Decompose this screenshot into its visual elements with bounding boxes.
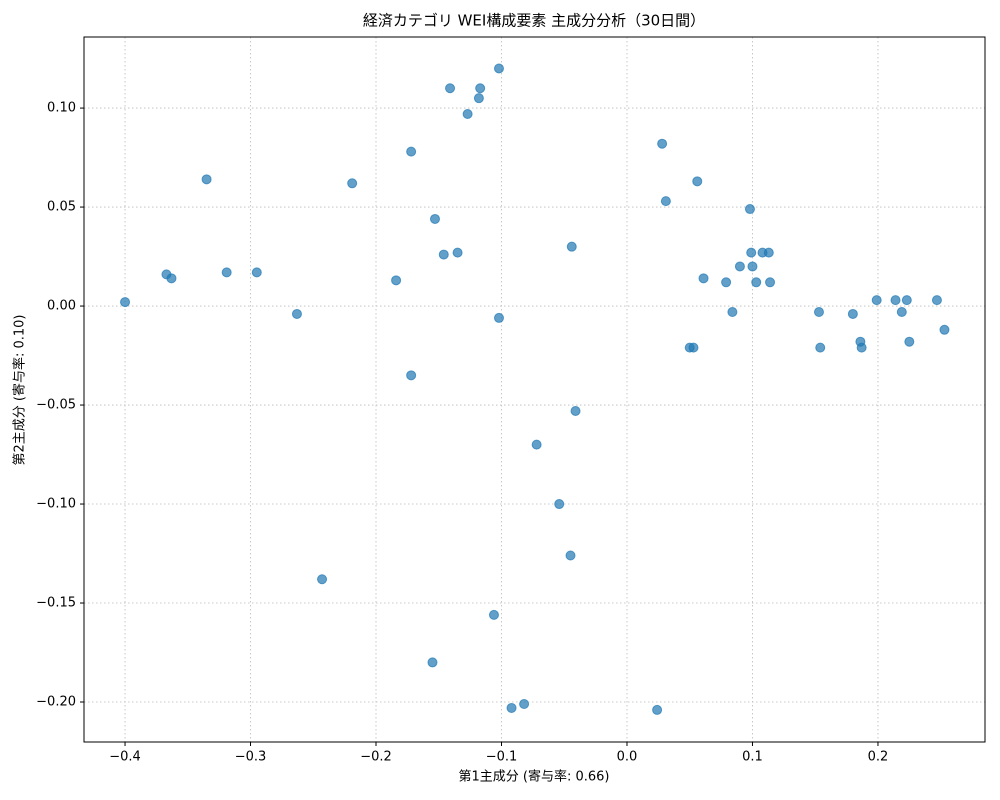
point [657,138,668,149]
x-tick-label: 0.2 [868,750,889,765]
point [438,249,449,260]
point [904,336,915,347]
point [347,178,358,189]
point [847,308,858,319]
y-tick-label: 0.00 [47,299,76,314]
point [291,308,302,319]
point [734,261,745,272]
point [531,439,542,450]
y-tick-label: −0.20 [36,695,76,710]
point [692,176,703,187]
point [698,273,709,284]
point [856,342,867,353]
x-tick-label: −0.4 [109,750,141,765]
plot-frame [83,36,986,743]
y-tick-label: 0.10 [47,101,76,116]
point [519,698,530,709]
point [493,63,504,74]
point [565,550,576,561]
point [901,295,912,306]
point [652,704,663,715]
y-tick-label: −0.15 [36,596,76,611]
point [721,277,732,288]
point [406,370,417,381]
point [475,83,486,94]
point [871,295,882,306]
x-axis-label: 第1主成分 (寄与率: 0.66) [458,769,609,785]
point [201,174,212,185]
point [427,657,438,668]
point [813,306,824,317]
point [493,312,504,323]
point [462,109,473,120]
y-tick-label: −0.10 [36,497,76,512]
point [166,273,177,284]
point [554,499,565,510]
point [751,277,762,288]
x-tick-label: −0.2 [360,750,392,765]
point [506,702,517,713]
point [896,306,907,317]
point [688,342,699,353]
point [488,609,499,620]
point [406,146,417,157]
point [570,405,581,416]
point [445,83,456,94]
x-tick-label: 0.0 [617,750,638,765]
y-tick-label: 0.05 [47,200,76,215]
point [727,306,738,317]
point [429,213,440,224]
x-tick-label: 0.1 [742,750,763,765]
point [815,342,826,353]
y-axis-label: 第2主成分 (寄与率: 0.10) [12,314,28,465]
point [890,295,901,306]
point [317,574,328,585]
point [251,267,262,278]
point [120,297,131,308]
point [931,295,942,306]
point [765,277,776,288]
point [391,275,402,286]
point [747,261,758,272]
x-tick-label: −0.3 [235,750,267,765]
point [763,247,774,258]
x-tick-label: −0.1 [486,750,518,765]
point [939,324,950,335]
chart-title: 経済カテゴリ WEI構成要素 主成分分析（30日間） [363,12,705,30]
y-tick-label: −0.05 [36,398,76,413]
point [473,93,484,104]
point [566,241,577,252]
point [746,247,757,258]
point [660,196,671,207]
point [221,267,232,278]
point [452,247,463,258]
point [744,204,755,215]
